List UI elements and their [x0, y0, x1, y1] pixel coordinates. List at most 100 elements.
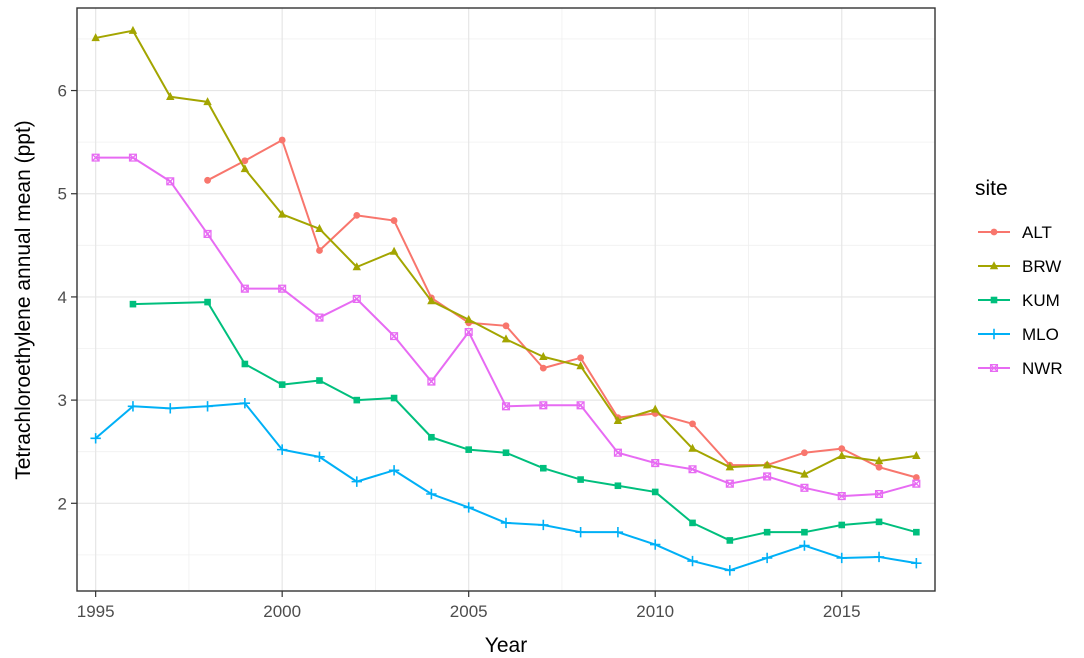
data-point-alt [912, 474, 920, 481]
data-point-brw [688, 443, 697, 452]
plot-panel-border [76, 7, 936, 592]
data-point-nwr [912, 479, 921, 488]
grid-lines [77, 8, 935, 591]
data-point-brw [352, 262, 361, 271]
data-point-alt [689, 420, 696, 428]
legend-item-kum: KUM [978, 291, 1060, 310]
y-tick-label: 5 [58, 185, 67, 204]
data-point-mlo [761, 552, 773, 564]
data-point-brw [315, 224, 324, 233]
y-tick-label: 3 [58, 391, 67, 410]
data-point-brw [912, 451, 921, 460]
data-point-mlo [799, 540, 810, 551]
data-point-kum [801, 528, 808, 536]
data-point-nwr [725, 479, 734, 488]
data-point-mlo [612, 526, 624, 538]
data-point-kum [278, 381, 286, 388]
data-point-mlo [276, 444, 288, 455]
y-tick-label: 4 [58, 288, 67, 307]
legend-label-brw: BRW [1022, 257, 1061, 276]
data-point-mlo [911, 557, 922, 569]
data-point-alt [241, 157, 249, 165]
x-tick-label: 2005 [450, 602, 488, 621]
legend-item-mlo: MLO [978, 325, 1059, 344]
data-point-brw [203, 97, 212, 106]
data-point-mlo [314, 451, 325, 463]
data-point-kum [689, 519, 696, 527]
data-point-nwr [91, 153, 100, 162]
data-point-brw [240, 164, 250, 173]
data-point-nwr [501, 402, 511, 411]
data-point-nwr [874, 489, 884, 499]
data-point-kum [129, 300, 137, 308]
legend-label-kum: KUM [1022, 291, 1060, 310]
data-point-kum [428, 433, 435, 441]
legend-key-marker [990, 228, 998, 236]
data-point-brw [651, 404, 660, 413]
data-point-mlo [873, 551, 885, 563]
x-axis-title: Year [485, 634, 527, 657]
legend: site ALT BRW KUM MLO NWR [975, 177, 1063, 378]
data-point-brw [128, 25, 138, 34]
data-point-mlo [426, 488, 437, 500]
data-point-mlo [836, 552, 847, 564]
x-tick-label: 1995 [77, 602, 115, 621]
data-point-mlo [351, 476, 362, 487]
series-line-alt [207, 139, 917, 479]
data-point-mlo [239, 398, 251, 409]
plot-panel-background [77, 8, 935, 591]
data-point-alt [875, 463, 883, 471]
data-point-nwr [390, 332, 399, 341]
data-point-nwr [613, 448, 622, 457]
legend-item-nwr: NWR [978, 359, 1063, 378]
legend-item-brw: BRW [978, 257, 1061, 276]
data-point-alt [838, 445, 846, 453]
data-point-kum [390, 394, 398, 402]
data-point-alt [801, 449, 808, 457]
x-tick-label: 2015 [823, 602, 861, 621]
legend-label-mlo: MLO [1022, 325, 1059, 344]
data-point-nwr [427, 377, 436, 386]
data-point-nwr [128, 153, 138, 162]
data-point-brw [576, 361, 585, 370]
data-point-kum [465, 446, 472, 453]
data-point-nwr [203, 229, 212, 239]
data-point-mlo [165, 403, 176, 414]
data-point-mlo [388, 465, 400, 476]
data-point-brw [539, 351, 548, 360]
data-point-brw [800, 469, 809, 478]
y-tick-label: 2 [58, 494, 67, 513]
data-point-brw [837, 451, 846, 460]
data-point-mlo [500, 517, 512, 529]
y-axis: 2 3 4 5 6 [58, 82, 77, 513]
data-point-mlo [202, 401, 213, 412]
data-point-kum [726, 537, 734, 544]
legend-label-nwr: NWR [1022, 359, 1063, 378]
data-point-mlo [575, 526, 586, 538]
data-point-mlo [127, 401, 139, 412]
legend-label-alt: ALT [1022, 223, 1052, 242]
data-point-brw [166, 91, 175, 100]
data-point-nwr [539, 401, 548, 410]
legend-key-marker [989, 363, 999, 373]
series-brw [91, 25, 921, 478]
data-point-brw [501, 334, 511, 343]
data-point-nwr [763, 472, 772, 481]
data-point-kum [913, 528, 920, 536]
data-point-alt [390, 217, 398, 224]
data-point-nwr [837, 492, 846, 501]
legend-item-alt: ALT [978, 223, 1052, 242]
data-point-brw [613, 415, 623, 424]
x-tick-label: 2010 [636, 602, 674, 621]
legend-title: site [975, 177, 1008, 200]
data-point-alt [539, 364, 547, 372]
data-point-kum [577, 476, 584, 483]
data-point-mlo [650, 539, 661, 550]
data-point-brw [389, 246, 399, 255]
data-point-brw [762, 460, 772, 469]
data-point-alt [502, 322, 510, 330]
data-point-nwr [166, 177, 175, 186]
data-point-brw [874, 456, 884, 465]
series-layer [90, 25, 922, 576]
data-point-brw [427, 296, 436, 305]
